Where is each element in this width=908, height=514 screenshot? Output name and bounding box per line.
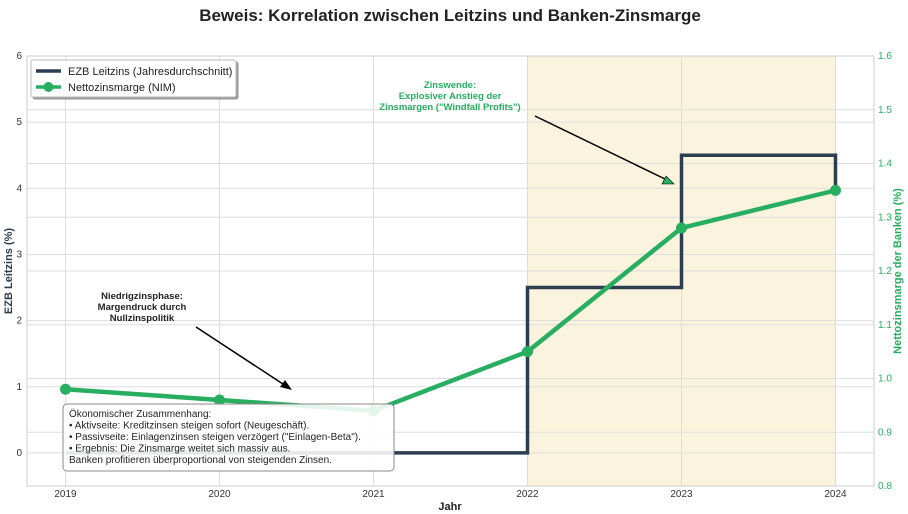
nim-point bbox=[676, 222, 687, 234]
annotation-arrow-rate-turn bbox=[534, 115, 668, 181]
x-tick-label: 2019 bbox=[54, 489, 77, 500]
chart-title: Beweis: Korrelation zwischen Leitzins un… bbox=[199, 6, 701, 25]
y-tick-label-right: 1.2 bbox=[878, 266, 892, 277]
y-tick-label-right: 0.8 bbox=[878, 481, 892, 492]
nim-point bbox=[60, 383, 71, 395]
explanation-line: • Passivseite: Einlagenzinsen steigen ve… bbox=[69, 432, 361, 443]
annotation-rate-turn-line: Zinswende: bbox=[424, 80, 476, 91]
explanation-line: Ökonomischer Zusammenhang: bbox=[69, 408, 211, 420]
annotation-rate-turn-line: Zinsmargen ("Windfall Profits") bbox=[379, 102, 520, 113]
x-tick-label: 2021 bbox=[362, 489, 385, 500]
nim-line bbox=[65, 188, 837, 414]
y-tick-label-right: 1.0 bbox=[878, 374, 892, 385]
legend-label-nim: Nettozinsmarge (NIM) bbox=[68, 82, 176, 94]
nim-point bbox=[830, 184, 841, 196]
explanation-line: • Aktivseite: Kreditzinsen steigen sofor… bbox=[69, 421, 309, 432]
y-tick-label-left: 4 bbox=[16, 183, 22, 194]
legend-label-leitzins: EZB Leitzins (Jahresdurchschnitt) bbox=[68, 66, 232, 78]
annotation-rate-turn-line: Explosiver Anstieg der bbox=[399, 91, 502, 102]
x-tick-label: 2020 bbox=[208, 489, 231, 500]
y-axis-label-left: EZB Leitzins (%) bbox=[3, 228, 15, 315]
y-tick-label-right: 1.6 bbox=[878, 51, 892, 62]
explanation-line: Banken profitieren überproportional von … bbox=[69, 455, 332, 466]
y-tick-label-left: 2 bbox=[16, 316, 22, 327]
y-tick-label-left: 3 bbox=[16, 249, 22, 260]
plot-frame bbox=[26, 55, 875, 487]
annotation-low-rate-line: Nullzinspolitik bbox=[110, 313, 175, 324]
nim-point bbox=[214, 394, 225, 406]
x-tick-label: 2024 bbox=[824, 489, 847, 500]
y-tick-label-left: 0 bbox=[16, 448, 22, 459]
y-tick-label-right: 1.3 bbox=[878, 212, 892, 223]
explanation-line: • Ergebnis: Die Zinsmarge weitet sich ma… bbox=[69, 444, 290, 455]
annotation-low-rate-line: Niedrigzinsphase: bbox=[101, 291, 183, 302]
x-tick-label: 2022 bbox=[516, 489, 539, 500]
y-tick-label-left: 6 bbox=[16, 51, 22, 62]
annotation-arrow-low-rate bbox=[195, 326, 287, 387]
legend-marker-nim bbox=[43, 82, 54, 92]
y-tick-label-left: 5 bbox=[16, 117, 22, 128]
x-axis-label: Jahr bbox=[438, 501, 462, 513]
y-tick-label-right: 0.9 bbox=[878, 427, 892, 438]
nim-point bbox=[522, 346, 533, 358]
legend: EZB Leitzins (Jahresdurchschnitt) Nettoz… bbox=[30, 59, 237, 98]
y-tick-label-left: 1 bbox=[16, 382, 22, 393]
explanation-box bbox=[62, 403, 395, 472]
y-tick-label-right: 1.5 bbox=[878, 105, 892, 116]
annotation-low-rate-line: Margendruck durch bbox=[98, 302, 187, 313]
y-tick-label-right: 1.4 bbox=[878, 159, 892, 170]
x-tick-label: 2023 bbox=[670, 489, 693, 500]
arrowhead-icon bbox=[280, 380, 292, 390]
y-tick-label-right: 1.1 bbox=[878, 320, 892, 331]
arrowhead-icon bbox=[661, 175, 675, 185]
y-axis-label-right: Nettozinsmarge der Banken (%) bbox=[892, 188, 904, 354]
